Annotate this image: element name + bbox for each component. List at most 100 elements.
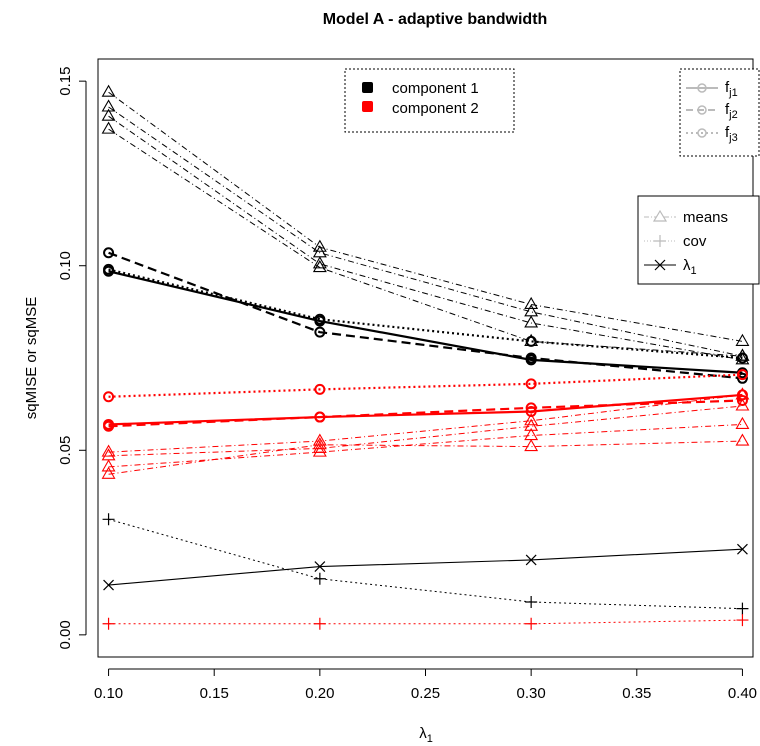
y-tick-label: 0.10 — [57, 251, 74, 280]
x-tick-label: 0.10 — [94, 685, 123, 702]
data-point — [314, 326, 326, 338]
y-tick-label: 0.15 — [57, 67, 74, 96]
data-point — [735, 348, 750, 361]
data-point — [103, 247, 115, 259]
data-point — [314, 313, 326, 325]
series-line — [108, 405, 743, 457]
data-point — [312, 444, 327, 457]
series-means-comp1 — [101, 108, 750, 365]
series-means-comp2 — [101, 398, 750, 461]
legend-component-2-swatch — [362, 101, 373, 112]
data-point — [101, 444, 116, 457]
data-point — [103, 263, 115, 275]
chart-title: Model A - adaptive bandwidth — [323, 11, 548, 28]
series-line — [108, 115, 743, 361]
series-line — [108, 91, 743, 342]
series-line — [108, 128, 743, 357]
legend-components: component 1 component 2 — [344, 68, 515, 133]
data-point — [735, 416, 750, 429]
data-point — [736, 602, 749, 615]
data-point — [103, 420, 115, 432]
data-point — [314, 561, 326, 572]
data-point — [312, 437, 327, 450]
data-point — [314, 383, 326, 395]
legend-fj1-label: fj1 — [725, 79, 738, 99]
data-point — [736, 372, 748, 384]
series-line — [108, 270, 743, 374]
data-point — [312, 256, 327, 269]
data-point — [735, 333, 750, 346]
series-lambda-comp1 — [103, 543, 748, 591]
data-point — [524, 438, 539, 452]
legend-lambda-label: λ1 — [683, 257, 697, 277]
data-point — [525, 402, 537, 414]
data-point — [735, 398, 750, 411]
y-tick-label: 0.00 — [57, 620, 74, 649]
data-point — [736, 394, 748, 406]
y-tick-label: 0.05 — [57, 436, 74, 465]
plot-frame — [97, 58, 754, 658]
legend-means-label: means — [683, 209, 728, 226]
legend-component-1-label: component 1 — [392, 80, 479, 97]
data-point — [525, 554, 537, 566]
x-tick-label: 0.25 — [411, 685, 440, 702]
data-point — [101, 459, 116, 472]
legend-functions: fj1 fj2 fj3 — [679, 68, 760, 157]
series-density-comp1 — [103, 247, 748, 384]
data-point — [313, 617, 326, 630]
series-means-comp1 — [101, 121, 750, 361]
series-means-comp2 — [101, 416, 750, 472]
data-point — [524, 413, 539, 426]
legend-components-box — [344, 68, 515, 133]
data-point — [101, 121, 116, 134]
data-point — [312, 259, 327, 273]
series-line — [108, 394, 743, 453]
legend-fj1-marker — [697, 83, 707, 93]
data-point — [736, 369, 748, 381]
series-line — [108, 440, 743, 475]
series-line — [108, 518, 743, 610]
data-point — [101, 84, 116, 97]
legend-fj2-label: fj2 — [725, 101, 738, 121]
series-line — [108, 548, 743, 586]
data-point — [735, 352, 750, 365]
data-point — [525, 352, 537, 364]
legend-fj3-label: fj3 — [725, 124, 738, 144]
data-point — [314, 411, 326, 423]
data-point — [525, 378, 537, 390]
series-line — [108, 399, 743, 428]
legend-component-2-label: component 2 — [392, 100, 479, 117]
legend-types-box — [637, 195, 760, 285]
x-tick-label: 0.30 — [517, 685, 546, 702]
legend-fj2-marker — [697, 105, 707, 115]
data-point — [312, 239, 327, 252]
series-layer — [101, 84, 750, 630]
axes: 0.10 0.15 0.20 0.25 0.30 0.35 0.40 0.00 0.05 0.10… — [57, 67, 757, 702]
data-point — [103, 579, 114, 591]
data-point — [101, 99, 116, 112]
x-tick-label: 0.35 — [622, 685, 651, 702]
x-tick-label: 0.40 — [728, 685, 757, 702]
legend-cov-label: cov — [683, 233, 707, 250]
data-point — [524, 296, 539, 310]
legend-means-marker — [652, 209, 668, 222]
data-point — [525, 595, 538, 608]
data-point — [313, 572, 326, 585]
series-means-comp2 — [101, 433, 750, 479]
x-tick-label: 0.15 — [200, 685, 229, 702]
data-point — [101, 448, 116, 461]
series-means-comp1 — [101, 84, 750, 346]
data-point — [101, 108, 116, 121]
legend-cov-marker — [654, 235, 666, 247]
x-tick-label: 0.20 — [305, 685, 334, 702]
series-line — [108, 268, 743, 360]
legend-functions-box — [679, 68, 760, 157]
data-point — [736, 614, 749, 627]
data-point — [103, 391, 115, 403]
series-line — [108, 373, 743, 398]
legend-lambda-marker — [654, 259, 666, 271]
legend-types: means cov λ1 — [637, 195, 760, 285]
x-axis-label: λ1 — [419, 725, 433, 745]
data-point — [101, 466, 116, 479]
